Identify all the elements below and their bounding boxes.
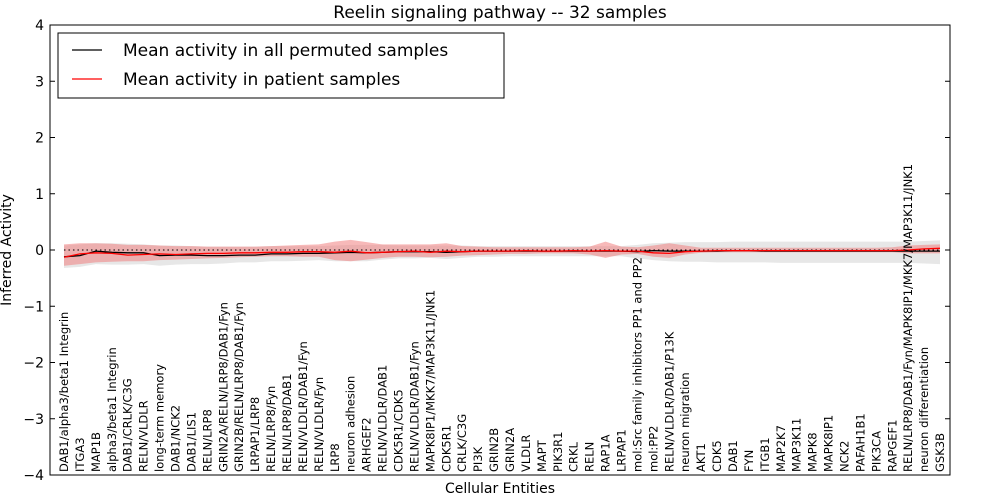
category-label: MAPT (535, 439, 549, 472)
legend-label-permuted: Mean activity in all permuted samples (123, 41, 448, 61)
category-label: CDK5R1/CDK5 (392, 389, 406, 472)
category-label: FYN (742, 450, 756, 472)
category-label: mol:PP2 (646, 426, 660, 473)
category-label: ARHGEF2 (360, 417, 374, 472)
category-label: RELN/LRP8/DAB1/Fyn/MAPK8IP1/MKK7/MAP3K11… (901, 164, 915, 472)
category-label: DAB1/LIS1 (184, 412, 198, 472)
category-label: LRPAP1/LRP8 (248, 397, 262, 472)
category-label: neuron migration (678, 372, 692, 472)
category-label: RELN/VLDLR (137, 400, 151, 472)
category-label: CDK5 (710, 440, 724, 472)
legend: Mean activity in all permuted samples Me… (57, 32, 505, 99)
category-label: RELN/VLDLR/Fyn (312, 377, 326, 472)
category-label: RELN/VLDLR/DAB1/P13K (662, 331, 676, 472)
category-label: MAP2K7 (774, 425, 788, 472)
category-label: MAP3K11 (790, 418, 804, 472)
category-label: NCK2 (838, 441, 852, 473)
category-label: long-term memory (153, 364, 167, 472)
category-label: RELN/LRP8/DAB1 (280, 374, 294, 472)
y-tick-label: 4 (35, 18, 44, 34)
category-label: RELN/LRP8/Fyn (264, 386, 278, 472)
category-label: PI3K (471, 446, 485, 472)
category-label: MAP1B (89, 432, 103, 472)
y-tick-label: 2 (35, 131, 44, 147)
category-label: DAB1/NCK2 (169, 405, 183, 472)
category-label: GRIN2A (503, 428, 517, 472)
activity-lines (63, 247, 941, 258)
y-tick-label: −4 (23, 468, 44, 484)
category-label: RELN/VLDLR/DAB1/Fyn (407, 341, 421, 472)
category-label: neuron adhesion (344, 376, 358, 472)
y-tick-label: 1 (35, 187, 44, 203)
category-label: MAPK8IP1 (822, 415, 836, 472)
category-label: ITGA3 (73, 437, 87, 472)
category-label: RAPGEF1 (885, 420, 899, 472)
category-label: neuron differentiation (917, 347, 931, 472)
activity-bands (64, 239, 940, 268)
y-tick-label: 3 (35, 74, 44, 90)
category-label: RELN/LRP8 (200, 409, 214, 472)
chart-title: Reelin signaling pathway -- 32 samples (333, 3, 667, 23)
y-axis-label: Inferred Activity (0, 194, 15, 306)
category-label: DAB1/CRLK/C3G (121, 378, 135, 472)
category-label: MAPK8 (806, 432, 820, 472)
category-label: VLDLR (519, 434, 533, 472)
legend-box (57, 32, 505, 99)
category-label: RELN/VLDLR/DAB1/Fyn (296, 341, 310, 472)
category-label: GRIN2B/RELN/LRP8/DAB1/Fyn (232, 302, 246, 472)
category-label: alpha3/beta1 Integrin (105, 347, 119, 472)
band-patient (64, 239, 940, 266)
y-tick-label: −2 (23, 356, 44, 372)
category-label: CRLK/C3G (455, 414, 469, 472)
category-label: RELN (583, 442, 597, 472)
category-label: DAB1/alpha3/beta1 Integrin (57, 312, 71, 472)
category-label: CRKL (567, 441, 581, 472)
series-line-patient (63, 247, 941, 258)
category-label: MAPK8IP1/MKK7/MAP3K11/JNK1 (423, 290, 437, 472)
y-tick-label: −3 (23, 412, 44, 428)
y-tick-label: −1 (23, 299, 44, 315)
legend-label-patient: Mean activity in patient samples (123, 70, 400, 90)
category-label: LRPAP1 (615, 429, 629, 472)
category-label: AKT1 (694, 443, 708, 472)
category-label: GRIN2B (487, 428, 501, 472)
category-label: CDK5R1 (439, 425, 453, 472)
category-label: LRP8 (328, 443, 342, 472)
category-label: PIK3CA (869, 431, 883, 472)
x-axis-label: Cellular Entities (445, 481, 555, 497)
category-labels: DAB1/alpha3/beta1 Integrin ITGA3 MAP1B alph… (57, 164, 947, 472)
category-label: ITGB1 (758, 437, 772, 472)
category-label: DAB1 (726, 440, 740, 472)
category-label: GRIN2A/RELN/LRP8/DAB1/Fyn (216, 302, 230, 472)
y-tick-label: 0 (35, 243, 44, 259)
category-label: RELN/VLDLR/DAB1 (376, 365, 390, 472)
y-axis-ticks: −4 −3 −2 −1 0 1 2 3 4 (23, 18, 950, 484)
category-label: PAFAH1B1 (853, 413, 867, 472)
category-label: mol:Src family inhibitors PP1 and PP2 (630, 257, 644, 472)
category-label: PIK3R1 (551, 432, 565, 473)
category-label: GSK3B (933, 433, 947, 472)
category-label: RAP1A (599, 434, 613, 472)
